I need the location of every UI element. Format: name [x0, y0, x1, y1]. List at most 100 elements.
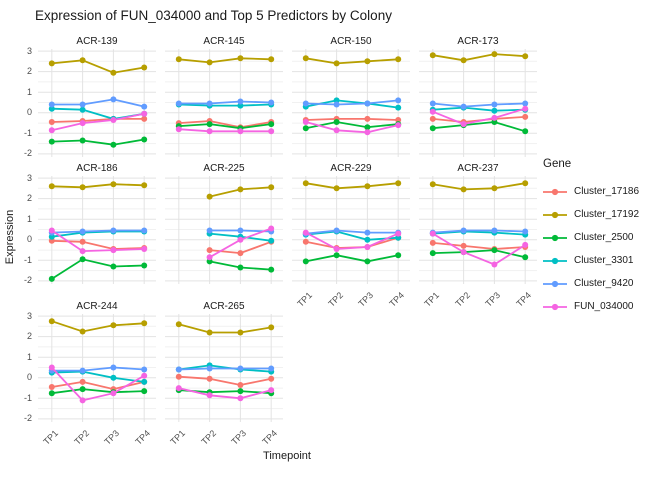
point-FUN_034000 — [79, 120, 86, 127]
line-Cluster_2500 — [51, 388, 145, 395]
x-tick-label: TP1 — [168, 428, 187, 447]
line-FUN_034000 — [305, 231, 399, 250]
x-tick-label: TP2 — [325, 290, 345, 309]
point-Cluster_3301 — [333, 97, 340, 104]
point-Cluster_3301 — [79, 106, 86, 113]
point-Cluster_17186 — [48, 237, 55, 244]
point-Cluster_17192 — [237, 186, 244, 193]
x-tick-label: TP3 — [483, 290, 503, 309]
facet-panel — [419, 49, 537, 157]
point-FUN_034000 — [206, 392, 213, 399]
point-Cluster_17186 — [268, 375, 275, 382]
facet-title: ACR-225 — [203, 163, 245, 174]
line-FUN_034000 — [305, 121, 399, 134]
point-FUN_034000 — [237, 128, 244, 135]
point-FUN_034000 — [141, 246, 148, 252]
line-Cluster_9420 — [51, 366, 145, 372]
point-FUN_034000 — [79, 248, 86, 255]
point-FUN_034000 — [395, 230, 402, 237]
y-tick-label: -1 — [23, 392, 32, 403]
point-Cluster_17192 — [460, 57, 467, 64]
point-Cluster_2500 — [429, 250, 436, 257]
point-Cluster_17192 — [206, 59, 213, 66]
line-Cluster_9420 — [178, 367, 272, 371]
line-Cluster_17186 — [305, 118, 399, 121]
y-tick-label: -1 — [23, 127, 32, 138]
point-Cluster_9420 — [268, 99, 275, 106]
point-FUN_034000 — [522, 105, 529, 112]
x-tick-label: TP4 — [133, 428, 153, 447]
line-Cluster_3301 — [432, 230, 526, 236]
point-Cluster_17186 — [429, 115, 436, 122]
line-Cluster_9420 — [178, 100, 272, 105]
point-Cluster_2500 — [429, 125, 436, 132]
line-Cluster_17186 — [432, 242, 526, 250]
point-Cluster_2500 — [268, 266, 275, 273]
point-Cluster_17192 — [48, 183, 55, 190]
point-FUN_034000 — [141, 372, 148, 379]
facet-title: ACR-244 — [76, 301, 118, 312]
point-Cluster_2500 — [333, 119, 340, 125]
facet-title: ACR-265 — [203, 301, 245, 312]
line-FUN_034000 — [432, 232, 526, 266]
line-Cluster_3301 — [51, 230, 145, 238]
legend-entry: Cluster_17186 — [543, 180, 639, 203]
point-FUN_034000 — [460, 249, 467, 256]
point-FUN_034000 — [522, 241, 529, 248]
point-FUN_034000 — [268, 225, 275, 232]
point-FUN_034000 — [175, 385, 182, 392]
y-tick-label: 2 — [26, 193, 32, 204]
point-Cluster_3301 — [48, 105, 55, 112]
point-Cluster_3301 — [491, 107, 498, 114]
point-Cluster_17192 — [175, 321, 182, 328]
point-Cluster_17192 — [268, 56, 275, 63]
facet-title: ACR-139 — [76, 36, 118, 47]
line-FUN_034000 — [178, 387, 272, 400]
line-Cluster_17192 — [305, 57, 399, 65]
line-Cluster_17192 — [432, 53, 526, 62]
point-FUN_034000 — [237, 236, 244, 243]
legend-entry: Cluster_17192 — [543, 203, 639, 226]
point-Cluster_17192 — [302, 180, 309, 187]
point-Cluster_17186 — [395, 117, 402, 123]
line-Cluster_17186 — [178, 120, 272, 129]
point-FUN_034000 — [206, 254, 213, 261]
legend-entry: Cluster_2500 — [543, 226, 639, 249]
line-Cluster_2500 — [432, 121, 526, 133]
x-tick-label: TP4 — [514, 290, 534, 309]
point-Cluster_9420 — [79, 228, 86, 235]
point-Cluster_9420 — [237, 98, 244, 105]
point-Cluster_2500 — [333, 252, 340, 259]
point-FUN_034000 — [333, 246, 340, 252]
point-Cluster_9420 — [364, 229, 371, 236]
point-FUN_034000 — [206, 128, 213, 135]
line-FUN_034000 — [432, 107, 526, 126]
legend-entries: Cluster_17186 Cluster_17192 Cluster_2500 Cl… — [543, 180, 639, 318]
point-Cluster_2500 — [206, 121, 213, 128]
point-FUN_034000 — [110, 117, 117, 123]
point-FUN_034000 — [333, 127, 340, 134]
point-FUN_034000 — [48, 364, 55, 371]
legend-key-icon — [543, 303, 567, 310]
line-Cluster_3301 — [305, 230, 399, 241]
y-tick-label: 1 — [26, 86, 32, 97]
point-Cluster_17192 — [110, 69, 117, 76]
line-Cluster_2500 — [51, 258, 145, 280]
point-Cluster_3301 — [48, 233, 55, 240]
point-Cluster_2500 — [141, 388, 148, 395]
point-FUN_034000 — [110, 390, 117, 397]
point-Cluster_17192 — [110, 322, 117, 329]
point-Cluster_17186 — [237, 250, 244, 257]
point-Cluster_9420 — [395, 97, 402, 104]
legend-key-icon — [543, 234, 567, 241]
point-FUN_034000 — [268, 387, 275, 394]
point-Cluster_17186 — [48, 384, 55, 390]
line-Cluster_3301 — [432, 106, 526, 112]
line-Cluster_2500 — [51, 138, 145, 146]
point-Cluster_17186 — [175, 373, 182, 380]
point-Cluster_17192 — [237, 329, 244, 336]
point-Cluster_9420 — [79, 367, 86, 374]
point-Cluster_9420 — [460, 103, 467, 110]
point-Cluster_17192 — [110, 181, 117, 188]
point-Cluster_9420 — [364, 100, 371, 107]
